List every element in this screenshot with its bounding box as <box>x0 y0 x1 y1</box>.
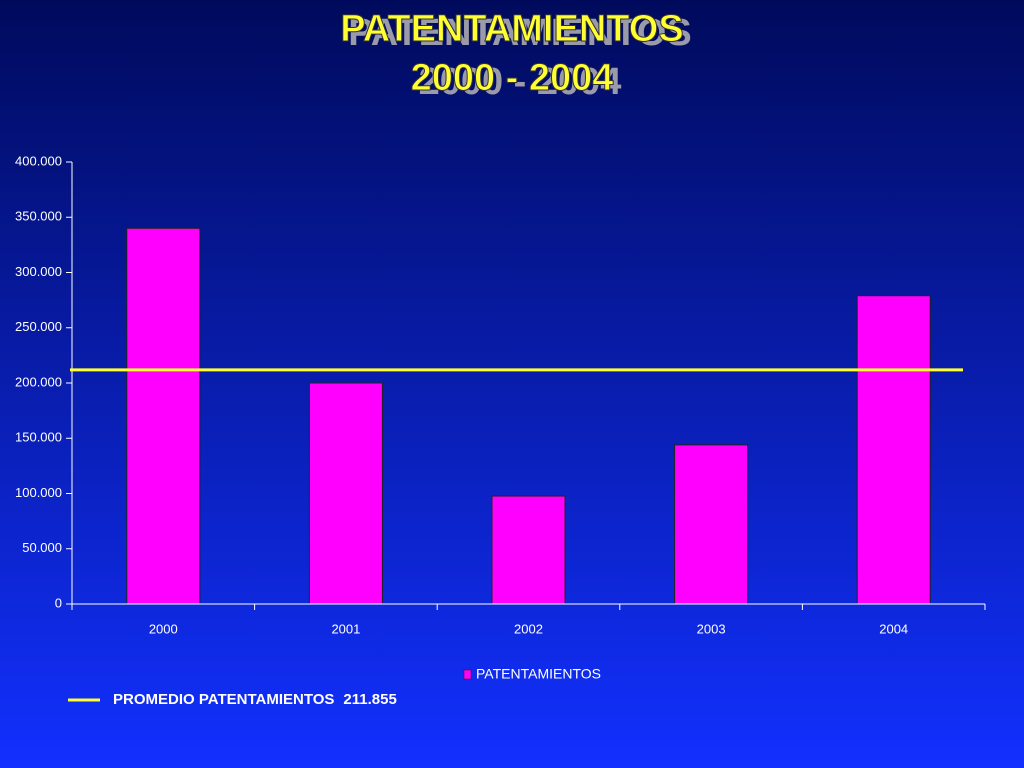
legend-label: PATENTAMIENTOS <box>476 666 601 682</box>
y-tick-label: 350.000 <box>15 209 62 224</box>
bar <box>309 383 382 604</box>
y-tick-label: 0 <box>55 595 62 610</box>
x-tick-label: 2004 <box>879 621 908 636</box>
x-tick-label: 2002 <box>514 621 543 636</box>
y-tick-label: 200.000 <box>15 374 62 389</box>
average-legend-label: PROMEDIO PATENTAMIENTOS 211.855 <box>113 691 397 708</box>
bar <box>127 228 200 604</box>
chart-subtitle: 2000 - 2004 <box>411 57 614 99</box>
bar <box>492 496 565 604</box>
x-tick-label: 2003 <box>697 621 726 636</box>
legend-swatch <box>464 670 471 679</box>
bar <box>857 296 930 604</box>
slide: PATENTAMIENTOS 2000 - 2004 PATENTAMIENTO… <box>0 0 1024 768</box>
average-name: PROMEDIO PATENTAMIENTOS <box>113 691 334 708</box>
y-tick-label: 100.000 <box>15 485 62 500</box>
y-tick-label: 50.000 <box>22 540 62 555</box>
bar <box>675 445 748 604</box>
y-tick-label: 150.000 <box>15 430 62 445</box>
chart-title: PATENTAMIENTOS <box>340 8 683 50</box>
y-tick-label: 250.000 <box>15 319 62 334</box>
y-tick-label: 300.000 <box>15 264 62 279</box>
x-tick-label: 2001 <box>331 621 360 636</box>
x-tick-label: 2000 <box>149 621 178 636</box>
average-value: 211.855 <box>343 691 396 708</box>
y-tick-label: 400.000 <box>15 153 62 168</box>
